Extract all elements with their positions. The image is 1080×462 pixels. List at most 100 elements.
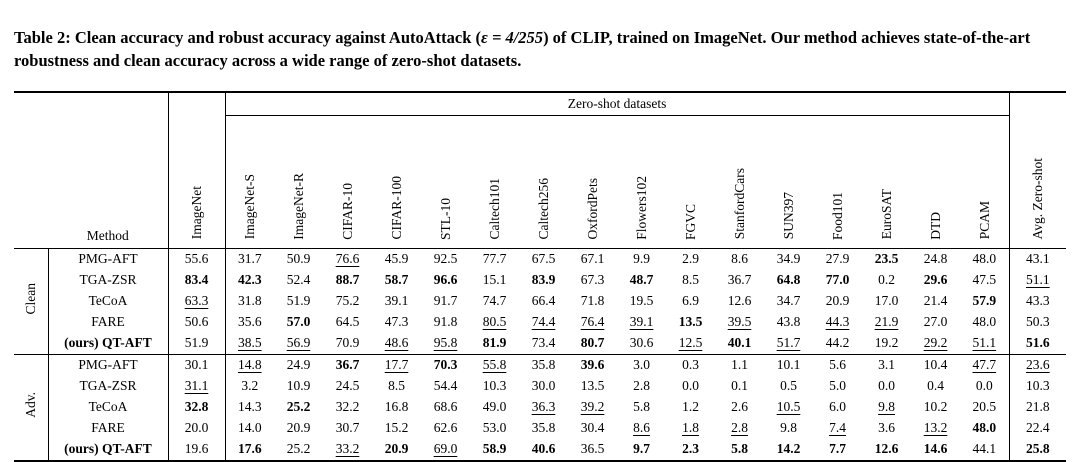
- value-text: 30.4: [580, 420, 605, 436]
- value-text: 9.9: [633, 251, 650, 267]
- value-text: 40.1: [727, 335, 752, 351]
- value-cell: 43.1: [1008, 248, 1067, 270]
- value-text: 25.2: [286, 441, 311, 457]
- value-cell: 22.4: [1008, 417, 1067, 439]
- value-cell: 10.9: [274, 376, 323, 397]
- col-header-flowers102: Flowers102: [617, 115, 666, 249]
- value-cell: 12.6: [862, 439, 911, 461]
- value-cell: 17.6: [224, 438, 274, 461]
- value-cell: 40.1: [715, 333, 764, 355]
- value-text: 3.0: [633, 357, 650, 373]
- value-text: 0.5: [780, 378, 797, 394]
- value-cell: 19.2: [862, 333, 911, 355]
- value-cell: 63.3: [167, 290, 225, 312]
- value-cell: 47.3: [372, 312, 421, 333]
- value-cell: 35.6: [224, 311, 274, 333]
- table-row: TeCoA 32.8 14.3 25.2 32.2 16.8 68.6 49.0 36.3 39.…: [14, 396, 1067, 418]
- header-spacer: [1008, 91, 1067, 116]
- value-cell: 2.8: [617, 376, 666, 397]
- value-cell: 57.9: [960, 291, 1009, 312]
- value-text: 47.5: [972, 272, 997, 288]
- column-header-row: Method ImageNet ImageNet-S ImageNet-R CIFA…: [14, 115, 1067, 249]
- value-text: 20.9: [384, 441, 409, 457]
- value-text: 35.8: [531, 357, 556, 373]
- avg-col-label: Avg. Zero-shot: [1030, 158, 1046, 240]
- value-text: 1.1: [731, 357, 748, 373]
- value-text: 29.6: [923, 272, 948, 288]
- value-cell: 74.7: [470, 291, 519, 312]
- value-cell: 45.9: [372, 248, 421, 270]
- value-cell: 0.3: [666, 353, 715, 376]
- value-text: 80.5: [482, 314, 507, 330]
- value-cell: 51.9: [274, 291, 323, 312]
- col-header-pcam: PCAM: [960, 115, 1010, 249]
- col-header-imagenet-s: ImageNet-S: [224, 115, 274, 249]
- value-cell: 15.1: [470, 270, 519, 291]
- value-cell: 40.6: [519, 439, 568, 461]
- value-cell: 47.7: [960, 353, 1010, 376]
- value-cell: 80.5: [470, 312, 519, 333]
- value-cell: 56.9: [274, 333, 323, 355]
- value-cell: 67.3: [568, 270, 617, 291]
- value-text: 44.1: [972, 441, 997, 457]
- value-cell: 21.4: [911, 291, 960, 312]
- value-text: 47.3: [384, 314, 409, 330]
- value-cell: 36.5: [568, 439, 617, 461]
- value-cell: 58.7: [372, 270, 421, 291]
- caption-part2: ) of CLIP, trained on ImageNet. Our meth…: [14, 27, 1031, 70]
- col-header-label: Flowers102: [633, 175, 649, 240]
- value-text: 13.5: [678, 314, 703, 330]
- table-row: (ours) QT-AFT 19.6 17.6 25.2 33.2 20.9 69.0 58.…: [14, 438, 1067, 461]
- value-cell: 88.7: [323, 270, 372, 291]
- caption-epsilon: ε = 4/255: [481, 27, 544, 47]
- value-cell: 39.1: [372, 291, 421, 312]
- col-header-stanfordcars: StanfordCars: [715, 115, 764, 249]
- value-text: 66.4: [531, 293, 556, 309]
- value-text: 39.6: [580, 357, 605, 373]
- value-cell: 0.0: [960, 376, 1009, 397]
- value-text: 8.6: [731, 251, 748, 267]
- value-cell: 36.7: [323, 353, 372, 376]
- value-cell: 10.2: [911, 397, 960, 418]
- value-text: 36.7: [727, 272, 752, 288]
- value-cell: 47.5: [960, 270, 1009, 291]
- value-text: 12.5: [678, 335, 703, 351]
- value-text: 14.8: [237, 357, 262, 373]
- value-cell: 25.8: [1008, 438, 1067, 461]
- clean-group-body: Clean PMG-AFT 55.6 31.7 50.9 76.6 45.9 92.5 77.7…: [14, 248, 1067, 355]
- value-cell: 48.0: [960, 312, 1009, 333]
- value-cell: 29.6: [911, 270, 960, 291]
- method-cell: TeCoA: [47, 290, 168, 312]
- value-cell: 44.1: [960, 439, 1009, 461]
- value-text: 53.0: [482, 420, 507, 436]
- value-cell: 30.6: [617, 333, 666, 355]
- value-cell: 20.9: [274, 418, 323, 439]
- value-text: 21.8: [1026, 399, 1050, 415]
- method-cell: FARE: [47, 311, 168, 333]
- value-cell: 10.3: [1008, 375, 1067, 397]
- col-header-label: DTD: [927, 211, 943, 240]
- col-header-cifar-10: CIFAR-10: [323, 115, 372, 249]
- value-cell: 50.6: [167, 311, 225, 333]
- col-header-sun397: SUN397: [764, 115, 813, 249]
- value-cell: 25.2: [274, 397, 323, 418]
- value-text: 63.3: [184, 293, 209, 309]
- value-text: 68.6: [433, 399, 458, 415]
- method-cell: PMG-AFT: [47, 248, 168, 270]
- value-cell: 21.9: [862, 312, 911, 333]
- value-text: 47.7: [972, 357, 997, 373]
- group-label-clean: Clean: [14, 248, 48, 354]
- value-cell: 27.0: [911, 312, 960, 333]
- value-cell: 1.8: [666, 418, 715, 439]
- col-header-label: Food101: [829, 191, 845, 240]
- value-cell: 20.9: [372, 439, 421, 461]
- value-text: 44.2: [825, 335, 850, 351]
- col-header-label: Caltech101: [486, 178, 502, 240]
- value-text: 76.4: [580, 314, 605, 330]
- avg-zero-shot-col-header: Avg. Zero-shot: [1008, 115, 1067, 249]
- method-col-header: Method: [48, 115, 168, 249]
- value-cell: 77.7: [470, 248, 519, 270]
- value-cell: 13.5: [568, 376, 617, 397]
- value-cell: 14.3: [224, 396, 274, 418]
- col-header-label: CIFAR-10: [339, 182, 355, 240]
